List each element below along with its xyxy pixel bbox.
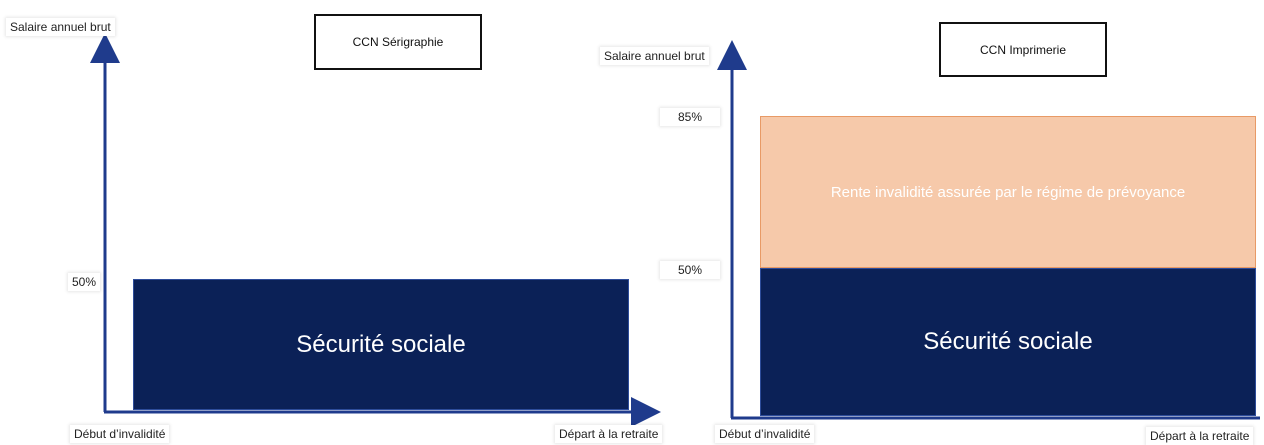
right-y-axis-label: Salaire annuel brut	[600, 47, 709, 65]
left-x-start-label: Début d’invalidité	[70, 425, 170, 443]
left-chart-title: CCN Sérigraphie	[314, 14, 482, 70]
right-x-end-label: Départ à la retraite	[1146, 427, 1254, 445]
left-y-axis-label: Salaire annuel brut	[6, 18, 115, 36]
right-x-start-label: Début d’invalidité	[715, 425, 815, 443]
right-tick-85: 85%	[660, 108, 720, 126]
left-securite-sociale-block: Sécurité sociale	[133, 279, 629, 410]
right-rente-invalidite-block: Rente invalidité assurée par le régime d…	[760, 116, 1256, 268]
right-tick-50: 50%	[660, 261, 720, 279]
left-x-end-label: Départ à la retraite	[555, 425, 663, 443]
right-chart-title: CCN Imprimerie	[939, 22, 1107, 77]
left-tick-50: 50%	[68, 273, 101, 291]
right-securite-sociale-block: Sécurité sociale	[760, 268, 1256, 416]
